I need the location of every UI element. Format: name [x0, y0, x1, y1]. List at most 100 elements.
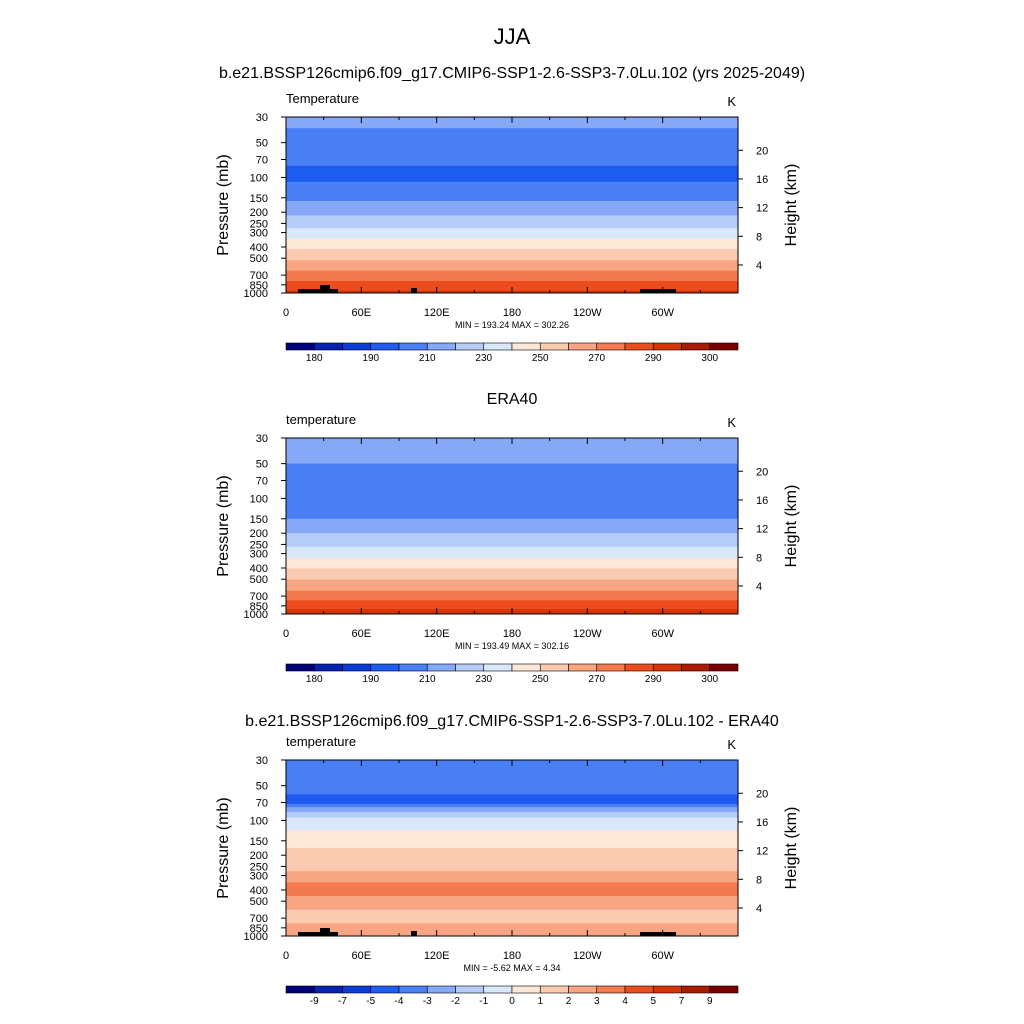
contour-band [286, 593, 738, 595]
units-label: K [727, 415, 736, 430]
panel-title: ERA40 [487, 391, 538, 408]
contour-band [286, 165, 738, 167]
lon-tick-label: 60E [352, 628, 372, 640]
colorbar-box [483, 985, 513, 994]
topography [330, 289, 338, 293]
contour-band [286, 492, 738, 494]
contour-band [286, 588, 738, 590]
contour-band [286, 222, 738, 224]
contour-band [286, 449, 738, 451]
contour-band [286, 771, 738, 773]
contour-band [286, 245, 738, 248]
colorbar-label: 3 [594, 996, 600, 1007]
contour-band [286, 479, 738, 481]
contour-band [286, 485, 738, 487]
contour-band [286, 819, 738, 821]
contour-band [286, 174, 738, 176]
colorbar-label: 250 [532, 674, 549, 685]
contour-band [286, 138, 738, 140]
contour-band [286, 528, 738, 530]
colorbar-box [455, 985, 485, 994]
contour-band [286, 151, 738, 153]
pressure-tick-label: 70 [256, 155, 268, 167]
colorbar-label: -1 [479, 996, 488, 1007]
contour-band [286, 852, 738, 854]
contour-band [286, 789, 738, 791]
contour-band [286, 450, 738, 453]
contour-band [286, 261, 738, 264]
contour-band [286, 844, 738, 847]
colorbar-box [398, 663, 428, 672]
contour-band [286, 866, 738, 868]
contour-band [286, 508, 738, 510]
pressure-tick-label: 500 [250, 253, 268, 265]
contour-band [286, 890, 738, 892]
contour-band [286, 775, 738, 777]
contour-band [286, 157, 738, 160]
pressure-tick-label: 30 [256, 112, 268, 124]
contour-band [286, 897, 738, 899]
contour-band [286, 463, 738, 465]
contour-band [286, 840, 738, 843]
lon-tick-label: 60W [651, 628, 674, 640]
contour-band [286, 809, 738, 811]
pressure-tick-label: 100 [250, 493, 268, 505]
contour-band [286, 196, 738, 198]
contour-band [286, 602, 738, 604]
contour-band [286, 850, 738, 852]
pressure-tick-label: 1000 [244, 609, 268, 621]
contour-band [286, 499, 738, 501]
contour-band [286, 474, 738, 477]
contour-band [286, 902, 738, 904]
height-tick-label: 20 [756, 145, 768, 157]
contour-band [286, 213, 738, 216]
contour-band [286, 582, 738, 585]
colorbar-label: 1 [537, 996, 543, 1007]
contour-band [286, 570, 738, 572]
contour-band [286, 199, 738, 201]
contour-band [286, 916, 738, 918]
contour-band [286, 458, 738, 460]
topography [411, 931, 417, 936]
contour-band [286, 864, 738, 867]
contour-band [286, 468, 738, 470]
contour-band [286, 888, 738, 890]
contour-band [286, 851, 738, 853]
colorbar-label: 180 [306, 353, 323, 364]
contour-band [286, 782, 738, 784]
contour-band [286, 567, 738, 569]
contour-band [286, 780, 738, 782]
contour-band [286, 801, 738, 803]
contour-band [286, 459, 738, 461]
contour-band [286, 227, 738, 229]
contour-band [286, 870, 738, 872]
contour-band [286, 283, 738, 285]
height-tick-label: 20 [756, 788, 768, 800]
contour-band [286, 146, 738, 148]
contour-band [286, 274, 738, 276]
contour-band [286, 240, 738, 242]
contour-band [286, 210, 738, 212]
field-label: Temperature [286, 91, 359, 106]
contour-band [286, 780, 738, 783]
colorbar-label: 7 [679, 996, 685, 1007]
field-label: temperature [286, 412, 356, 427]
contour-band [286, 205, 738, 207]
contour-band [286, 541, 738, 543]
pressure-tick-label: 1000 [244, 931, 268, 943]
contour-band [286, 882, 738, 884]
contour-band [286, 123, 738, 125]
contour-band [286, 812, 738, 814]
contour-band [286, 267, 738, 269]
contour-band [286, 901, 738, 903]
pressure-tick-label: 70 [256, 476, 268, 488]
contour-band [286, 473, 738, 475]
contour-band [286, 129, 738, 131]
contour-band [286, 221, 738, 223]
contour-band [286, 190, 738, 192]
contour-band [286, 257, 738, 259]
contour-band [286, 892, 738, 895]
contour-band [286, 456, 738, 458]
contour-band [286, 501, 738, 503]
y-axis-label-height: Height (km) [783, 164, 800, 247]
